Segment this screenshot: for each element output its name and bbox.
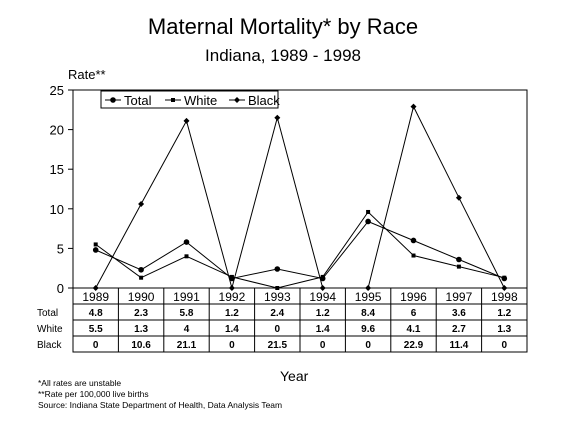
data-label: 1.2 bbox=[316, 308, 330, 319]
data-point-diamond bbox=[365, 285, 372, 291]
data-point-circle bbox=[110, 97, 116, 103]
x-tick-label: 1995 bbox=[355, 290, 382, 304]
data-point-circle bbox=[410, 237, 417, 244]
x-tick-label: 1990 bbox=[128, 290, 155, 304]
data-label: 4.1 bbox=[407, 324, 421, 335]
footnote-rate-definition: **Rate per 100,000 live births bbox=[38, 389, 149, 399]
data-point-square bbox=[411, 253, 416, 258]
data-label: 3.6 bbox=[452, 308, 466, 319]
data-label: 0 bbox=[365, 340, 371, 351]
data-label: 0 bbox=[275, 324, 281, 335]
footnotes: *All rates are unstable **Rate per 100,0… bbox=[38, 378, 282, 411]
data-point-diamond bbox=[228, 285, 235, 291]
x-tick-label: 1994 bbox=[309, 290, 336, 304]
data-point-circle bbox=[138, 266, 144, 273]
data-label: 9.6 bbox=[361, 324, 375, 335]
legend-label: Total bbox=[124, 93, 152, 108]
data-label: 11.4 bbox=[449, 340, 468, 351]
chart-subtitle: Indiana, 1989 - 1998 bbox=[205, 46, 361, 65]
legend-label: Black bbox=[248, 93, 280, 108]
y-tick-label: 5 bbox=[57, 241, 64, 256]
footnote-source: Source: Indiana State Department of Heal… bbox=[38, 400, 283, 410]
x-axis-label: Year bbox=[280, 368, 309, 384]
data-point-diamond bbox=[92, 285, 99, 291]
data-label: 21.5 bbox=[268, 340, 288, 351]
data-point-diamond bbox=[455, 194, 462, 201]
data-point-square bbox=[275, 286, 280, 290]
data-label: 0 bbox=[93, 340, 99, 351]
data-label: 2.3 bbox=[134, 308, 148, 319]
data-label: 22.9 bbox=[404, 340, 424, 351]
data-label: 8.4 bbox=[361, 308, 375, 319]
data-point-square bbox=[366, 209, 371, 214]
legend-label: White bbox=[184, 93, 217, 108]
x-tick-label: 1993 bbox=[264, 290, 291, 304]
data-point-diamond bbox=[501, 285, 508, 291]
data-point-square bbox=[456, 264, 461, 269]
y-tick-label: 25 bbox=[50, 83, 64, 98]
data-label: 0 bbox=[229, 340, 235, 351]
data-point-circle bbox=[274, 266, 281, 272]
x-tick-label: 1996 bbox=[400, 290, 427, 304]
data-label: 1.4 bbox=[316, 324, 330, 335]
data-label: 1.2 bbox=[497, 308, 511, 319]
series-line-total bbox=[95, 220, 505, 280]
footnote-unstable: *All rates are unstable bbox=[38, 378, 122, 388]
data-point-diamond bbox=[274, 114, 281, 121]
data-label: 1.4 bbox=[225, 324, 239, 335]
y-axis-label: Rate** bbox=[68, 67, 106, 82]
data-point-square bbox=[320, 274, 325, 279]
chart-title: Maternal Mortality* by Race bbox=[147, 14, 419, 39]
table-row-label: Total bbox=[37, 308, 58, 319]
y-tick-label: 10 bbox=[50, 202, 64, 217]
data-point-square bbox=[184, 254, 189, 259]
data-point-diamond bbox=[138, 201, 145, 208]
data-point-circle bbox=[365, 218, 371, 225]
data-label: 1.2 bbox=[225, 308, 239, 319]
x-tick-label: 1991 bbox=[173, 290, 200, 304]
data-point-circle bbox=[456, 256, 462, 263]
data-point-diamond bbox=[234, 97, 240, 103]
legend-box bbox=[100, 90, 279, 109]
data-label: 0 bbox=[320, 340, 326, 351]
data-label: 2.7 bbox=[452, 324, 466, 335]
table-row-label: White bbox=[37, 324, 63, 335]
data-label: 5.5 bbox=[89, 324, 103, 335]
y-tick-label: 0 bbox=[57, 281, 64, 296]
data-point-circle bbox=[183, 239, 190, 245]
series-line-black bbox=[95, 105, 505, 290]
data-point-circle bbox=[92, 247, 99, 253]
y-tick-label: 15 bbox=[50, 162, 64, 177]
data-label: 10.6 bbox=[131, 340, 151, 351]
data-label: 5.8 bbox=[180, 308, 194, 319]
data-point-square bbox=[229, 274, 234, 279]
data-point-diamond bbox=[410, 103, 417, 110]
data-point-square bbox=[502, 275, 507, 280]
y-tick-label: 20 bbox=[50, 123, 64, 138]
data-label: 1.3 bbox=[134, 324, 148, 335]
x-tick-label: 1997 bbox=[446, 290, 473, 304]
table-row-label: Black bbox=[37, 340, 62, 351]
data-point-square bbox=[139, 275, 144, 280]
data-label: 4 bbox=[184, 324, 190, 335]
data-label: 6 bbox=[411, 308, 417, 319]
data-point-square bbox=[93, 242, 98, 247]
data-point-diamond bbox=[319, 285, 326, 291]
data-point-diamond bbox=[183, 117, 190, 124]
data-point-square bbox=[171, 98, 175, 102]
data-label: 4.8 bbox=[89, 308, 103, 319]
x-tick-label: 1998 bbox=[491, 290, 518, 304]
series-line-white bbox=[95, 211, 505, 289]
x-tick-label: 1989 bbox=[82, 290, 109, 304]
data-label: 2.4 bbox=[270, 308, 284, 319]
data-label: 1.3 bbox=[497, 324, 511, 335]
data-label: 0 bbox=[502, 340, 508, 351]
x-tick-label: 1992 bbox=[219, 290, 246, 304]
data-label: 21.1 bbox=[177, 340, 197, 351]
